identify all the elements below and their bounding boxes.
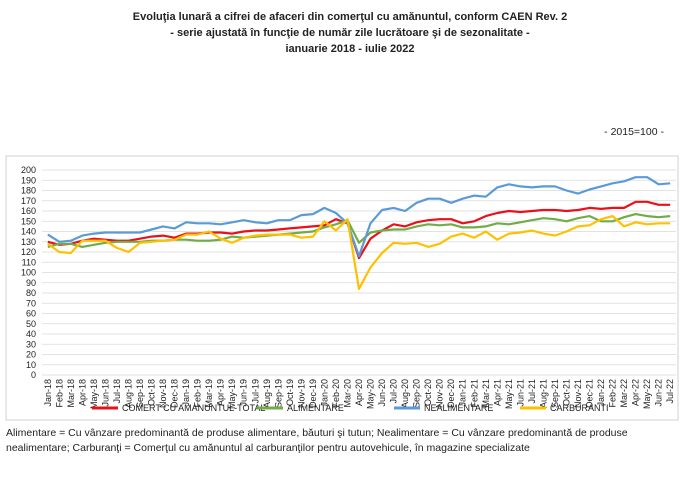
x-tick-label: Jan-22	[596, 379, 606, 407]
x-tick-label: Feb-21	[469, 379, 479, 408]
x-tick-label: Apr-19	[216, 379, 226, 406]
x-tick-label: Aug-19	[262, 379, 272, 408]
y-tick-label: 30	[26, 339, 36, 349]
x-tick-label: Feb-22	[608, 379, 618, 408]
y-tick-label: 70	[26, 298, 36, 308]
legend-label: CARBURANTI	[550, 403, 609, 413]
x-tick-label: Jul-22	[665, 379, 675, 404]
x-tick-label: Aug-20	[400, 379, 410, 408]
x-tick-label: May-21	[504, 379, 514, 409]
x-tick-label: Oct-19	[285, 379, 295, 406]
x-tick-label: Nov-20	[435, 379, 445, 408]
x-tick-label: Jul-18	[112, 379, 122, 404]
y-tick-label: 180	[21, 186, 36, 196]
footnote: Alimentare = Cu vânzare predominantă de …	[6, 427, 628, 439]
y-tick-label: 140	[21, 227, 36, 237]
x-tick-label: Sep-20	[412, 379, 422, 408]
x-tick-label: Jun-19	[239, 379, 249, 407]
y-tick-label: 90	[26, 278, 36, 288]
series-line	[47, 215, 671, 290]
y-tick-label: 150	[21, 216, 36, 226]
y-tick-label: 20	[26, 350, 36, 360]
chart-title: ianuarie 2018 - iulie 2022	[285, 43, 414, 55]
y-tick-label: 60	[26, 309, 36, 319]
x-tick-label: Nov-21	[573, 379, 583, 408]
x-tick-label: Aug-18	[123, 379, 133, 408]
chart-title: Evoluţia lunară a cifrei de afaceri din …	[133, 11, 567, 23]
legend-label: ALIMENTARE	[287, 403, 344, 413]
y-tick-label: 100	[21, 268, 36, 278]
x-tick-label: Apr-21	[492, 379, 502, 406]
x-tick-label: Dec-18	[170, 379, 180, 408]
x-tick-label: Mar-22	[619, 379, 629, 408]
annotation: - 2015=100 -	[604, 126, 664, 138]
x-tick-label: Jun-18	[100, 379, 110, 407]
x-tick-label: Jan-18	[43, 379, 53, 407]
chart-title: - serie ajustată în funcţie de număr zil…	[170, 27, 530, 39]
x-tick-label: Jul-20	[389, 379, 399, 404]
x-tick-label: Apr-18	[77, 379, 87, 406]
x-tick-label: Jan-19	[181, 379, 191, 407]
y-tick-label: 120	[21, 247, 36, 257]
x-tick-label: Sep-21	[550, 379, 560, 408]
x-tick-label: Sep-19	[273, 379, 283, 408]
x-tick-label: Aug-21	[538, 379, 548, 408]
footnote: nealimentare; Carburanţi = Comerţul cu a…	[6, 442, 530, 454]
legend-label: NEALIMENTARE	[424, 403, 493, 413]
x-tick-label: Sep-18	[135, 379, 145, 408]
legend-label: COMERT CU AMANUNTUL-TOTAL	[122, 403, 265, 413]
y-tick-label: 190	[21, 175, 36, 185]
x-tick-label: May-18	[89, 379, 99, 409]
x-tick-label: Feb-19	[193, 379, 203, 408]
x-tick-label: Jun-21	[515, 379, 525, 407]
x-tick-label: Mar-19	[204, 379, 214, 408]
y-tick-label: 170	[21, 196, 36, 206]
x-tick-label: May-22	[642, 379, 652, 409]
x-tick-label: Jun-22	[654, 379, 664, 407]
y-tick-label: 160	[21, 206, 36, 216]
x-tick-label: Nov-19	[296, 379, 306, 408]
x-tick-label: Jan-21	[458, 379, 468, 407]
x-tick-label: Apr-22	[631, 379, 641, 406]
chart-frame	[5, 155, 679, 421]
x-tick-label: Apr-20	[354, 379, 364, 406]
y-tick-label: 50	[26, 319, 36, 329]
x-tick-label: Dec-21	[585, 379, 595, 408]
y-tick-label: 40	[26, 329, 36, 339]
y-tick-label: 80	[26, 288, 36, 298]
x-tick-label: Mar-21	[481, 379, 491, 408]
x-tick-label: Jun-20	[377, 379, 387, 407]
x-tick-label: Jul-19	[250, 379, 260, 404]
x-tick-label: Nov-18	[158, 379, 168, 408]
x-tick-label: Jan-20	[319, 379, 329, 407]
y-tick-label: 110	[22, 257, 36, 267]
x-tick-label: Oct-20	[423, 379, 433, 406]
y-tick-label: 130	[21, 237, 36, 247]
x-tick-label: Dec-19	[308, 379, 318, 408]
x-tick-label: Feb-18	[54, 379, 64, 408]
x-tick-label: Mar-18	[66, 379, 76, 408]
x-tick-label: Feb-20	[331, 379, 341, 408]
x-tick-label: Jul-21	[527, 379, 537, 404]
y-tick-label: 0	[31, 370, 36, 380]
x-tick-label: May-20	[366, 379, 376, 409]
y-tick-label: 10	[26, 360, 36, 370]
series-line	[47, 200, 671, 260]
x-tick-label: Oct-21	[561, 379, 571, 406]
x-tick-label: Dec-20	[446, 379, 456, 408]
series-line	[47, 176, 671, 258]
y-tick-label: 200	[21, 165, 36, 175]
x-tick-label: May-19	[227, 379, 237, 409]
x-tick-label: Oct-18	[147, 379, 157, 406]
x-tick-label: Mar-20	[342, 379, 352, 408]
